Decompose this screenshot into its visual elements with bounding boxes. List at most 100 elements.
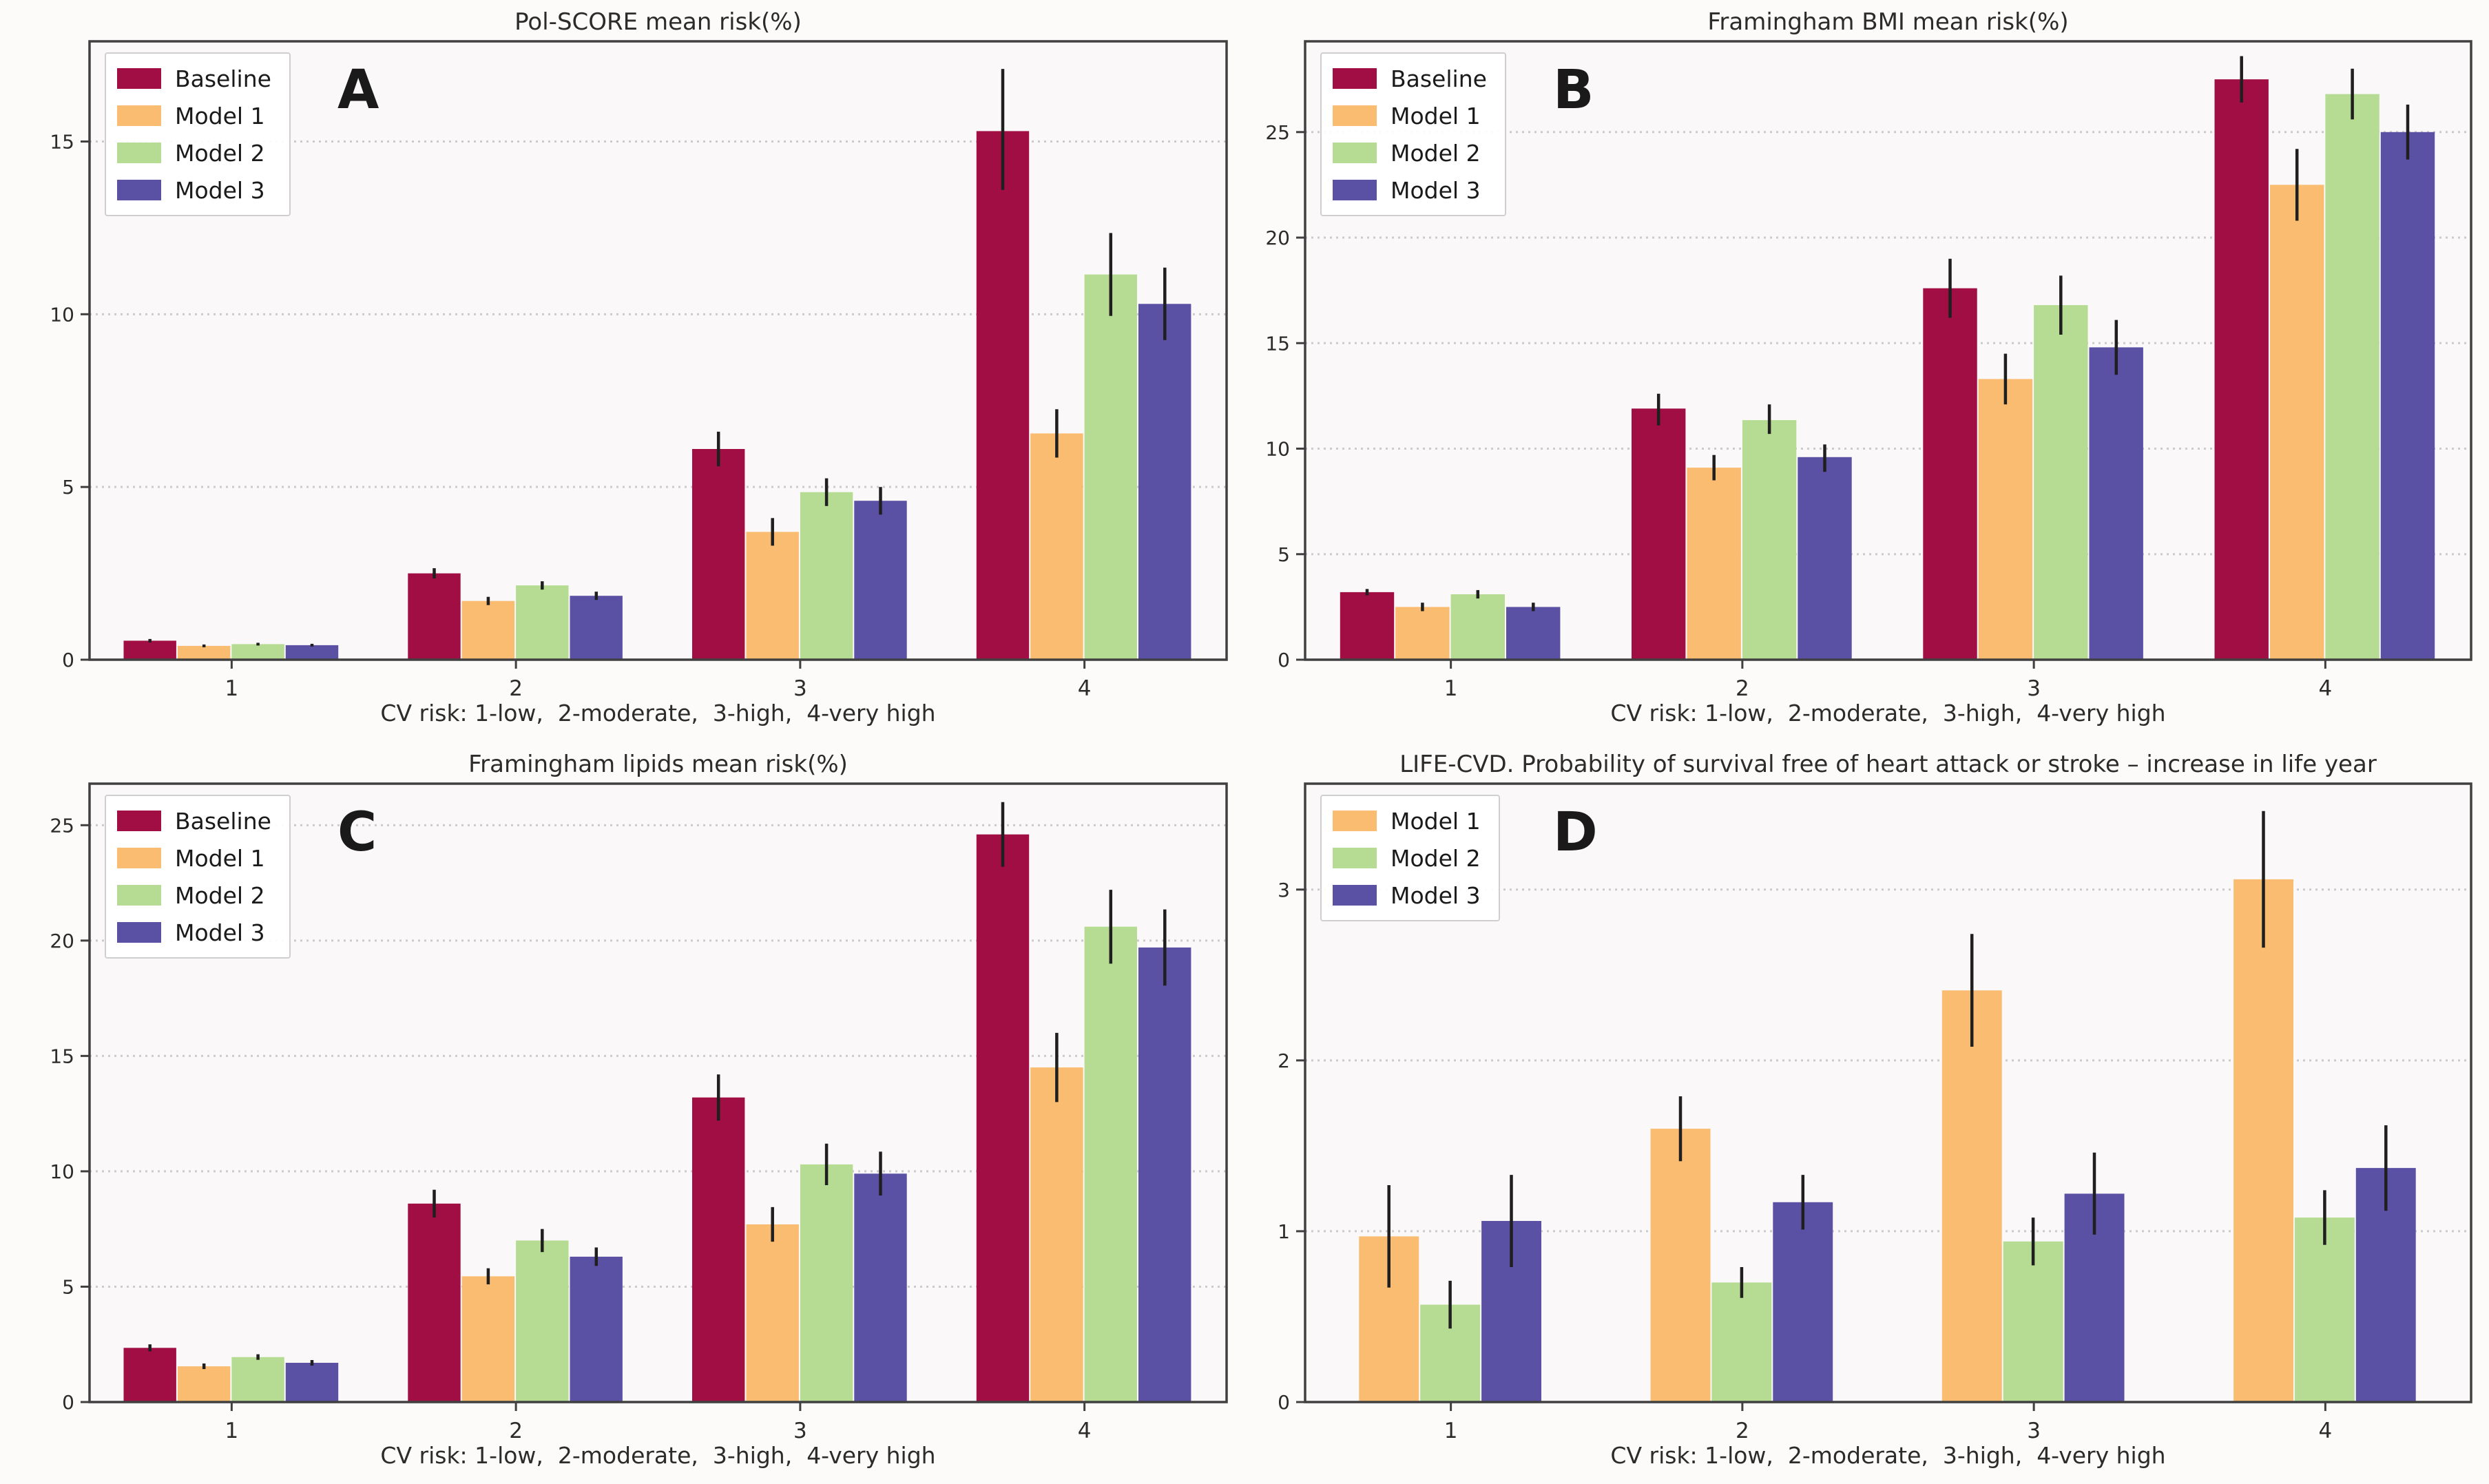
legend-item-baseline: Baseline: [117, 806, 271, 836]
bar-model-2-cat1: [231, 644, 284, 660]
xtick-label-3: 3: [2027, 676, 2041, 701]
bar-baseline-cat3: [692, 449, 745, 660]
panel-d-title: LIFE-CVD. Probability of survival free o…: [1399, 751, 2377, 778]
legend-swatch-baseline: [1333, 68, 1377, 89]
bar-model-2-cat4: [2294, 1217, 2355, 1402]
xtick-label-2: 2: [1736, 676, 1749, 701]
legend-item-model-3: Model 3: [117, 917, 271, 948]
panel-c-title: Framingham lipids mean risk(%): [468, 751, 848, 778]
panel-b-legend: Baseline Model 1 Model 2 Model 3: [1320, 52, 1506, 216]
axes-spines: [88, 40, 1228, 661]
legend-item-model-2: Model 2: [1333, 138, 1487, 168]
bar-model-1-cat1: [1395, 607, 1450, 660]
legend-item-model-1: Model 1: [1333, 101, 1487, 131]
bar-baseline-cat3: [1923, 288, 1977, 660]
bar-baseline-cat1: [123, 640, 176, 660]
legend-item-model-3: Model 3: [117, 175, 271, 205]
legend-swatch-model-1: [1333, 811, 1377, 831]
legend-swatch-model-2: [117, 885, 161, 906]
bar-model-1-cat3: [1978, 379, 2033, 660]
ytick-label-0: 0: [1278, 649, 1290, 671]
legend-item-model-2: Model 2: [1333, 843, 1481, 873]
bar-model-2-cat1: [231, 1357, 284, 1402]
legend-label-model-3: Model 3: [1391, 176, 1481, 204]
xtick-label-4: 4: [2319, 1419, 2333, 1443]
panel-b-title: Framingham BMI mean risk(%): [1707, 8, 2069, 36]
panel-a: Pol-SCORE mean risk(%) 0 5 10 15 1 2 3 4 A CV r…: [0, 0, 1244, 742]
panel-a-xaxis-label: CV risk: 1-low, 2-moderate, 3-high, 4-ve…: [380, 700, 936, 727]
ytick-label-10: 10: [1265, 438, 1290, 461]
legend-swatch-model-3: [1333, 885, 1377, 906]
bar-model-2-cat2: [516, 585, 569, 660]
panel-c-letter: C: [337, 802, 379, 864]
bar-model-1-cat4: [2270, 185, 2324, 660]
ytick-label-0: 0: [62, 1391, 74, 1414]
legend-item-model-2: Model 2: [117, 880, 271, 910]
xtick-label-1: 1: [1444, 1419, 1458, 1443]
legend-label-model-2: Model 2: [175, 881, 265, 909]
bar-model-2-cat3: [2034, 305, 2088, 660]
ytick-label-25: 25: [50, 814, 74, 837]
bar-model-1-cat1: [178, 645, 231, 660]
legend-swatch-baseline: [117, 811, 161, 831]
legend-label-model-2: Model 2: [1391, 844, 1481, 872]
xtick-label-2: 2: [509, 676, 523, 701]
xtick-label-1: 1: [1444, 676, 1458, 701]
bar-model-3-cat1: [285, 1363, 339, 1402]
bar-model-3-cat1: [1506, 607, 1561, 660]
panel-a-legend: Baseline Model 1 Model 2 Model 3: [105, 52, 291, 216]
legend-swatch-model-3: [117, 922, 161, 943]
bar-baseline-cat1: [123, 1348, 176, 1402]
ytick-label-5: 5: [62, 476, 74, 499]
bar-baseline-cat4: [976, 131, 1030, 660]
ytick-label-15: 15: [1265, 332, 1290, 355]
legend-item-model-1: Model 1: [1333, 806, 1481, 836]
bar-model-2-cat3: [800, 1164, 853, 1402]
legend-swatch-model-2: [1333, 848, 1377, 868]
bar-model-3-cat3: [854, 501, 907, 660]
legend-item-model-3: Model 3: [1333, 175, 1487, 205]
panel-b: Framingham BMI mean risk(%) 0 5 10 15 20 25 1 2…: [1244, 0, 2489, 742]
bar-model-1-cat4: [2233, 879, 2293, 1402]
legend-label-model-1: Model 1: [175, 844, 265, 872]
bar-model-1-cat3: [746, 532, 799, 660]
bar-model-1-cat1: [178, 1366, 231, 1402]
bar-model-3-cat4: [1138, 304, 1191, 660]
bar-baseline-cat3: [692, 1097, 745, 1402]
ytick-label-0: 0: [62, 649, 74, 671]
panel-c: Framingham lipids mean risk(%) 0 5 10 15 20 2…: [0, 742, 1244, 1484]
panel-a-title: Pol-SCORE mean risk(%): [514, 8, 802, 36]
bar-model-3-cat4: [1138, 947, 1191, 1402]
bar-model-1-cat3: [1941, 990, 2002, 1402]
legend-swatch-model-1: [117, 848, 161, 868]
legend-item-baseline: Baseline: [1333, 63, 1487, 94]
bar-model-3-cat2: [570, 596, 623, 660]
panel-c-xaxis-label: CV risk: 1-low, 2-moderate, 3-high, 4-ve…: [380, 1442, 936, 1469]
panel-d-legend: Model 1 Model 2 Model 3: [1320, 795, 1500, 921]
bar-model-1-cat4: [1030, 433, 1083, 660]
legend-swatch-model-1: [1333, 105, 1377, 126]
axes-spines: [1304, 782, 2472, 1403]
ytick-label-15: 15: [50, 1045, 74, 1067]
legend-swatch-model-2: [117, 143, 161, 163]
panel-c-legend: Baseline Model 1 Model 2 Model 3: [105, 795, 291, 959]
ytick-label-20: 20: [1265, 227, 1290, 249]
legend-swatch-model-3: [1333, 180, 1377, 200]
bar-model-3-cat1: [285, 645, 339, 660]
legend-swatch-model-1: [117, 105, 161, 126]
legend-swatch-baseline: [117, 68, 161, 89]
panel-d-xaxis-label: CV risk: 1-low, 2-moderate, 3-high, 4-ve…: [1610, 1442, 2166, 1469]
panel-d: LIFE-CVD. Probability of survival free o…: [1244, 742, 2489, 1484]
ytick-label-20: 20: [50, 930, 74, 952]
bar-model-2-cat3: [2003, 1241, 2063, 1402]
xtick-label-3: 3: [793, 1419, 807, 1443]
bar-model-2-cat4: [2325, 94, 2379, 660]
bar-model-2-cat4: [1084, 926, 1137, 1402]
ytick-label-10: 10: [50, 1160, 74, 1183]
xtick-label-4: 4: [1078, 1419, 1092, 1443]
bar-model-1-cat2: [461, 1276, 515, 1402]
ytick-label-2: 2: [1278, 1049, 1290, 1072]
panel-a-letter: A: [337, 59, 381, 121]
bar-model-3-cat2: [1773, 1202, 1833, 1402]
